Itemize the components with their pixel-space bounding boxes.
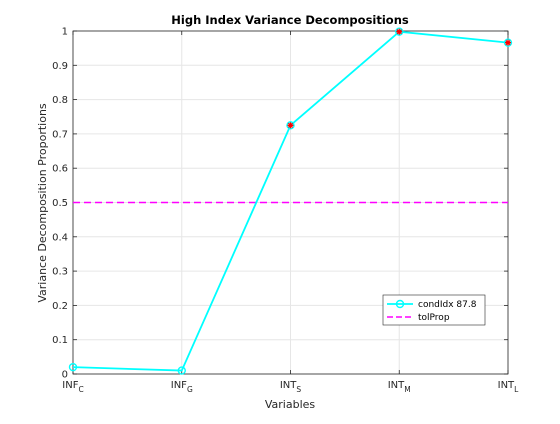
y-tick-label: 1 [62,27,68,38]
data-point-marker [286,121,295,130]
highlight-star-stroke [287,122,294,128]
y-tick-label: 0.4 [52,232,68,243]
data-point-marker [68,362,78,372]
y-tick-label: 0.7 [52,129,68,140]
highlight-star-marker [505,39,511,46]
legend-label: tolProp [418,313,450,323]
y-tick-label: 0.5 [52,198,68,209]
x-tick-label: INTL [498,380,520,394]
highlight-star-stroke [505,40,511,46]
y-tick-label: 0 [62,370,68,381]
highlight-star-stroke [396,29,402,35]
legend-swatch-marker [395,299,405,309]
y-tick-label: 0.6 [52,164,68,175]
x-tick-label: INFC [62,380,83,394]
y-tick-label: 0.3 [52,267,68,278]
x-axis-label: Variables [265,398,316,411]
y-tick-label: 0.9 [52,61,68,72]
legend-label: condIdx 87.8 [418,300,477,310]
y-axis-label: Variance Decomposition Proportions [36,103,49,303]
legend: condIdx 87.8 tolProp [382,294,486,326]
tick-labels: 0 0.1 0.2 0.3 0.4 0.5 0.6 0.7 0.8 0.9 1 INFC INFG INT… [52,27,519,395]
x-tick-label: INFG [171,380,193,394]
y-tick-label: 0.8 [52,95,68,106]
y-tick-label: 0.1 [52,335,68,346]
data-point-marker [395,27,404,36]
data-point-marker [503,38,513,47]
chart-title: High Index Variance Decompositions [171,13,409,27]
series-layer [68,27,513,375]
highlight-star-marker [396,28,403,35]
y-tick-label: 0.2 [52,301,68,312]
x-tick-label: INTS [280,380,302,394]
x-tick-label: INTM [388,380,411,394]
data-point-marker [177,366,186,375]
highlight-star-marker [287,122,294,129]
